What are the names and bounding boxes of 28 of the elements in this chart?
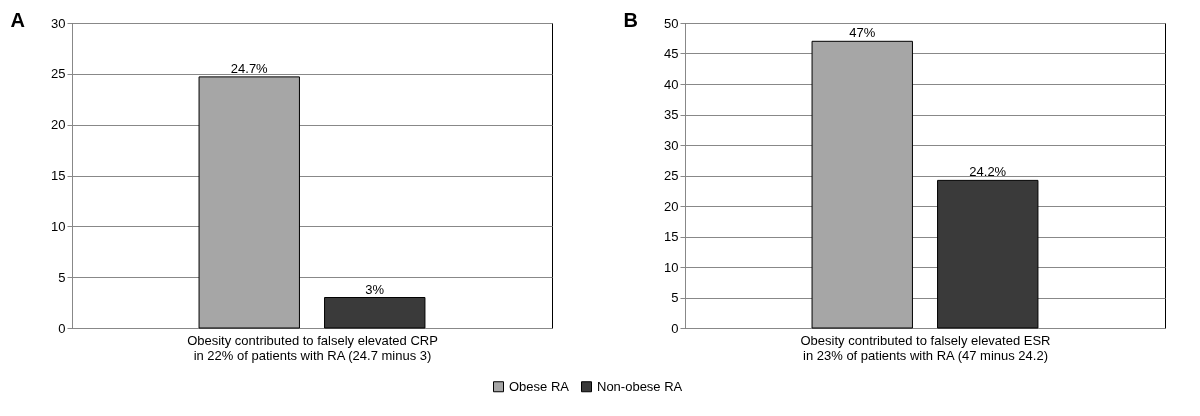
y-tick-label: 50 [664,15,679,31]
y-tick-label: 20 [51,117,66,133]
data-label: 47% [849,25,876,41]
y-tick-label: 5 [671,290,679,305]
data-label: 24.2% [969,164,1007,180]
y-tick-label: 0 [671,320,679,336]
y-tick-label: 10 [664,259,679,275]
y-tick-label: 40 [664,76,679,92]
y-tick-label: 15 [51,168,66,183]
x-axis-title: Obesity contributed to falsely elevated ESR in 23% of patients with RA (47 minus 24.2) [800,332,1051,363]
y-tick-label: 30 [664,137,679,153]
legend-label: Non-obese RA [597,378,683,394]
y-tick-label: 35 [664,107,679,122]
y-tick-label: 20 [664,198,679,214]
y-tick-label: 25 [664,168,679,183]
chart-title: A [10,9,25,31]
y-tick-label: 10 [51,218,66,234]
y-tick-label: 45 [664,46,679,61]
chart-title: B [623,9,638,31]
y-tick-label: 0 [58,320,66,336]
data-label: 3% [365,281,385,297]
y-tick-label: 25 [51,66,66,82]
legend-label: Obese RA [509,378,570,394]
data-label: 24.7% [230,60,269,76]
y-tick-label: 15 [664,229,679,244]
y-tick-label: 5 [58,269,66,285]
x-axis-title: Obesity contributed to falsely elevated CRP in 22% of patients with RA (24.7 minus 3) [187,332,438,363]
y-tick-label: 30 [51,15,66,31]
